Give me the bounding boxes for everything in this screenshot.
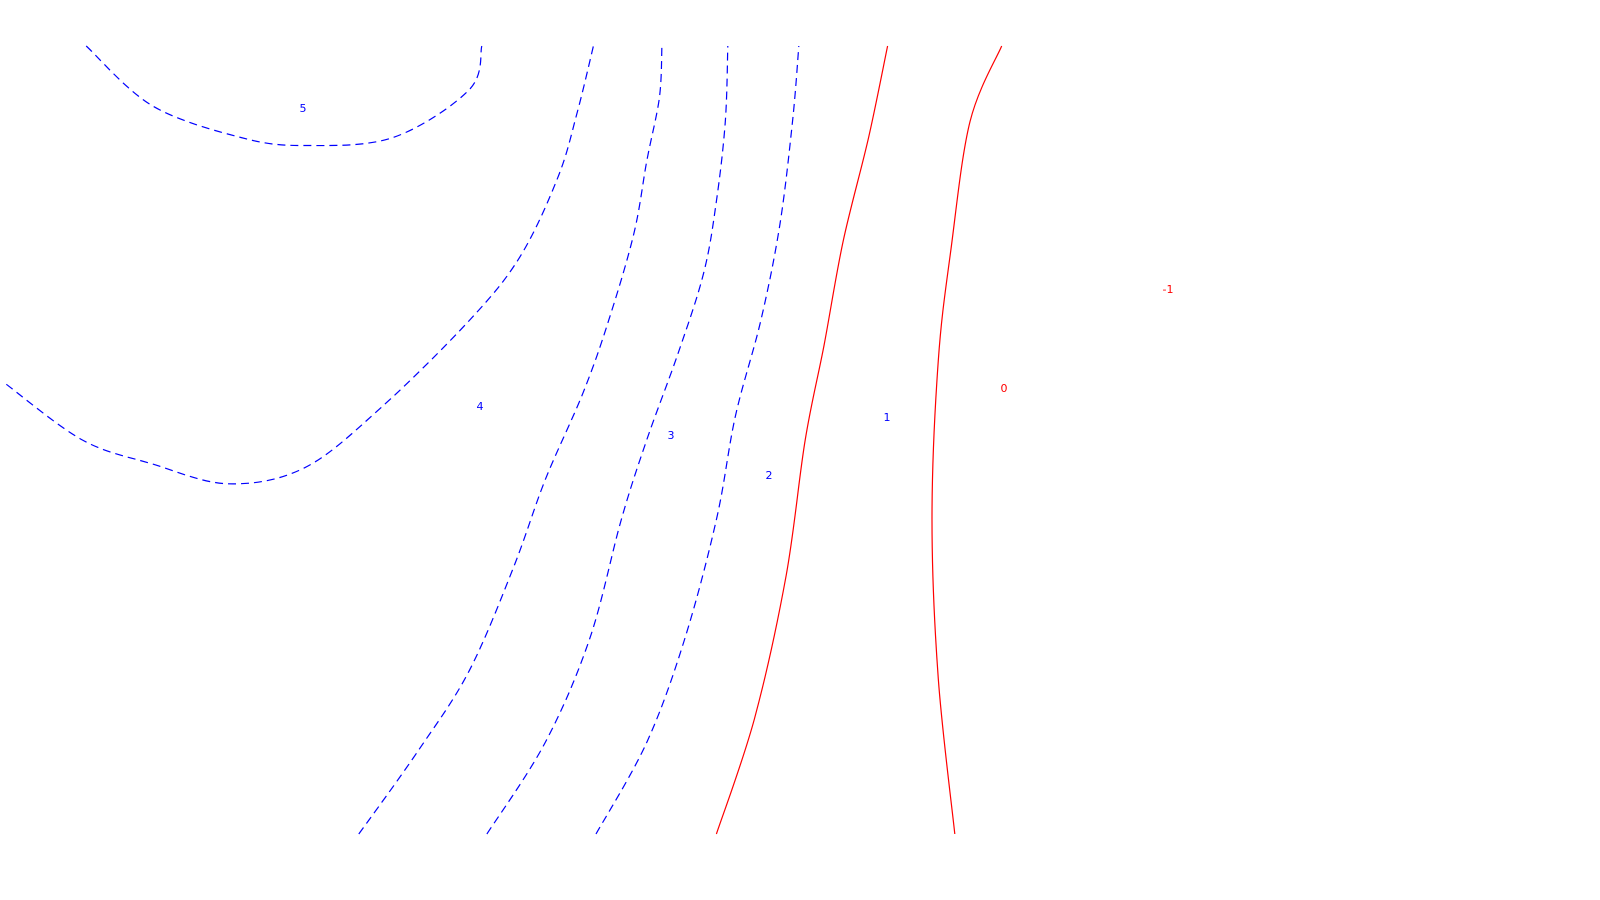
contour-level-2: 2 (486, 45, 775, 835)
contour-label: 5 (300, 102, 307, 115)
contour-label: 2 (766, 469, 773, 482)
contour-label-background (474, 399, 486, 412)
contour-line (358, 45, 663, 835)
contour-label-background (297, 101, 309, 114)
contour-label: 0 (1001, 382, 1008, 395)
contour-label: 4 (477, 400, 484, 413)
contour-label-background (998, 381, 1010, 394)
contour-level-1: 1 (595, 45, 893, 835)
contour-line (595, 45, 800, 835)
contour-label-background (763, 468, 775, 481)
contour-line (931, 45, 1003, 835)
contour-label: -1 (1163, 283, 1174, 296)
contour-line (486, 45, 729, 835)
contour-line (715, 45, 889, 835)
contour-level-0: 0 (715, 45, 1010, 835)
contour-level-5: 5 (85, 45, 483, 147)
contour-line (5, 45, 594, 485)
contour-label-background (881, 410, 893, 423)
contour-label: 1 (884, 411, 891, 424)
contour-level-4: 4 (5, 45, 594, 485)
contour-line (85, 45, 483, 147)
contour-label: 3 (668, 429, 675, 442)
contour-level-minus-1: -1 (931, 45, 1177, 835)
contour-label-background (665, 428, 677, 441)
contour-label-background (1159, 282, 1177, 295)
contour-level-3: 3 (358, 45, 677, 835)
